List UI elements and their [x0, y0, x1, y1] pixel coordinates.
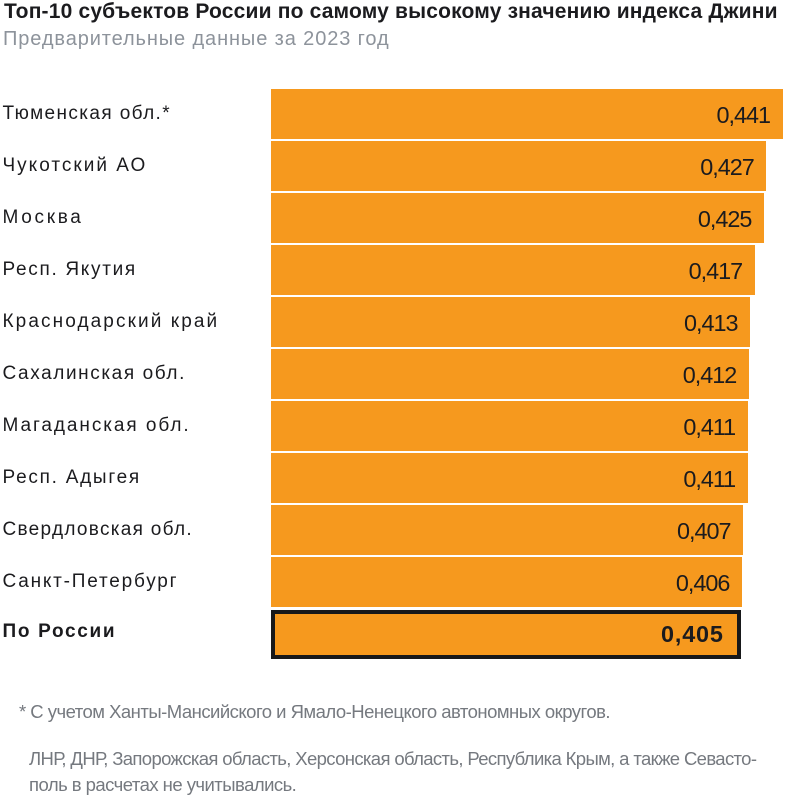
category-label: Магаданская обл. [2, 414, 191, 436]
bar-row: Чукотский АО 0,427 [0, 140, 787, 191]
value-label: 0,406 [675, 569, 731, 596]
bar: 0,413 [270, 296, 750, 347]
category-label: Санкт-Петербург [2, 570, 179, 592]
bar: 0,411 [270, 400, 748, 451]
bar-row: Респ. Якутия 0,417 [0, 244, 787, 295]
category-label: По России [2, 621, 117, 642]
bar-row: Санкт-Петербург 0,406 [0, 556, 787, 607]
category-label: Сахалинская обл. [2, 362, 186, 384]
bar-row: Респ. Адыгея 0,411 [0, 452, 787, 503]
category-label: Чукотский АО [2, 154, 148, 176]
bar-row: Свердловская обл. 0,407 [0, 504, 787, 555]
value-label: 0,427 [700, 153, 755, 180]
value-label: 0,417 [688, 257, 744, 284]
bar: 0,405 [270, 609, 741, 659]
category-label: Респ. Якутия [2, 258, 137, 280]
bar: 0,425 [270, 192, 764, 243]
chart-subtitle: Предварительные данные за 2023 год [3, 27, 390, 50]
bar-row: По России 0,405 [0, 609, 787, 660]
category-label: Свердловская обл. [2, 518, 193, 540]
footnote-asterisk: * С учетом Ханты-Мансийского и Ямало-Нен… [19, 700, 611, 722]
category-label: Тюменская обл.* [2, 102, 171, 124]
value-label: 0,412 [682, 361, 738, 388]
bar: 0,407 [270, 504, 744, 555]
bar: 0,441 [270, 88, 783, 139]
bar-row: Сахалинская обл. 0,412 [0, 348, 787, 399]
bar: 0,417 [270, 244, 755, 295]
bar-row: Магаданская обл. 0,411 [0, 400, 787, 451]
value-label: 0,407 [676, 517, 732, 544]
value-label: 0,425 [697, 205, 753, 232]
value-label: 0,413 [683, 309, 739, 336]
value-label: 0,441 [716, 101, 771, 128]
chart-title: Топ-10 субъектов России по самому высоко… [4, 0, 778, 23]
bar: 0,427 [270, 140, 767, 191]
bar-row: Москва 0,425 [0, 192, 787, 243]
footnote-exclusions-line1: ЛНР, ДНР, Запорожская область, Херсонска… [29, 747, 757, 769]
bar: 0,411 [270, 452, 748, 503]
value-label: 0,411 [683, 413, 736, 440]
category-label: Москва [2, 206, 84, 228]
category-label: Респ. Адыгея [2, 466, 141, 488]
value-label: 0,411 [683, 465, 736, 492]
bar-row: Краснодарский край 0,413 [0, 296, 787, 347]
bar: 0,412 [270, 348, 749, 399]
footnote-exclusions-line2: поль в расчетах не учитывались. [29, 774, 297, 796]
bar: 0,406 [270, 556, 742, 607]
footnote-exclusions: ЛНР, ДНР, Запорожская область, Херсонска… [29, 746, 757, 798]
category-label: Краснодарский край [2, 310, 220, 332]
value-label: 0,405 [661, 620, 724, 647]
bar-row: Тюменская обл.* 0,441 [0, 88, 787, 139]
